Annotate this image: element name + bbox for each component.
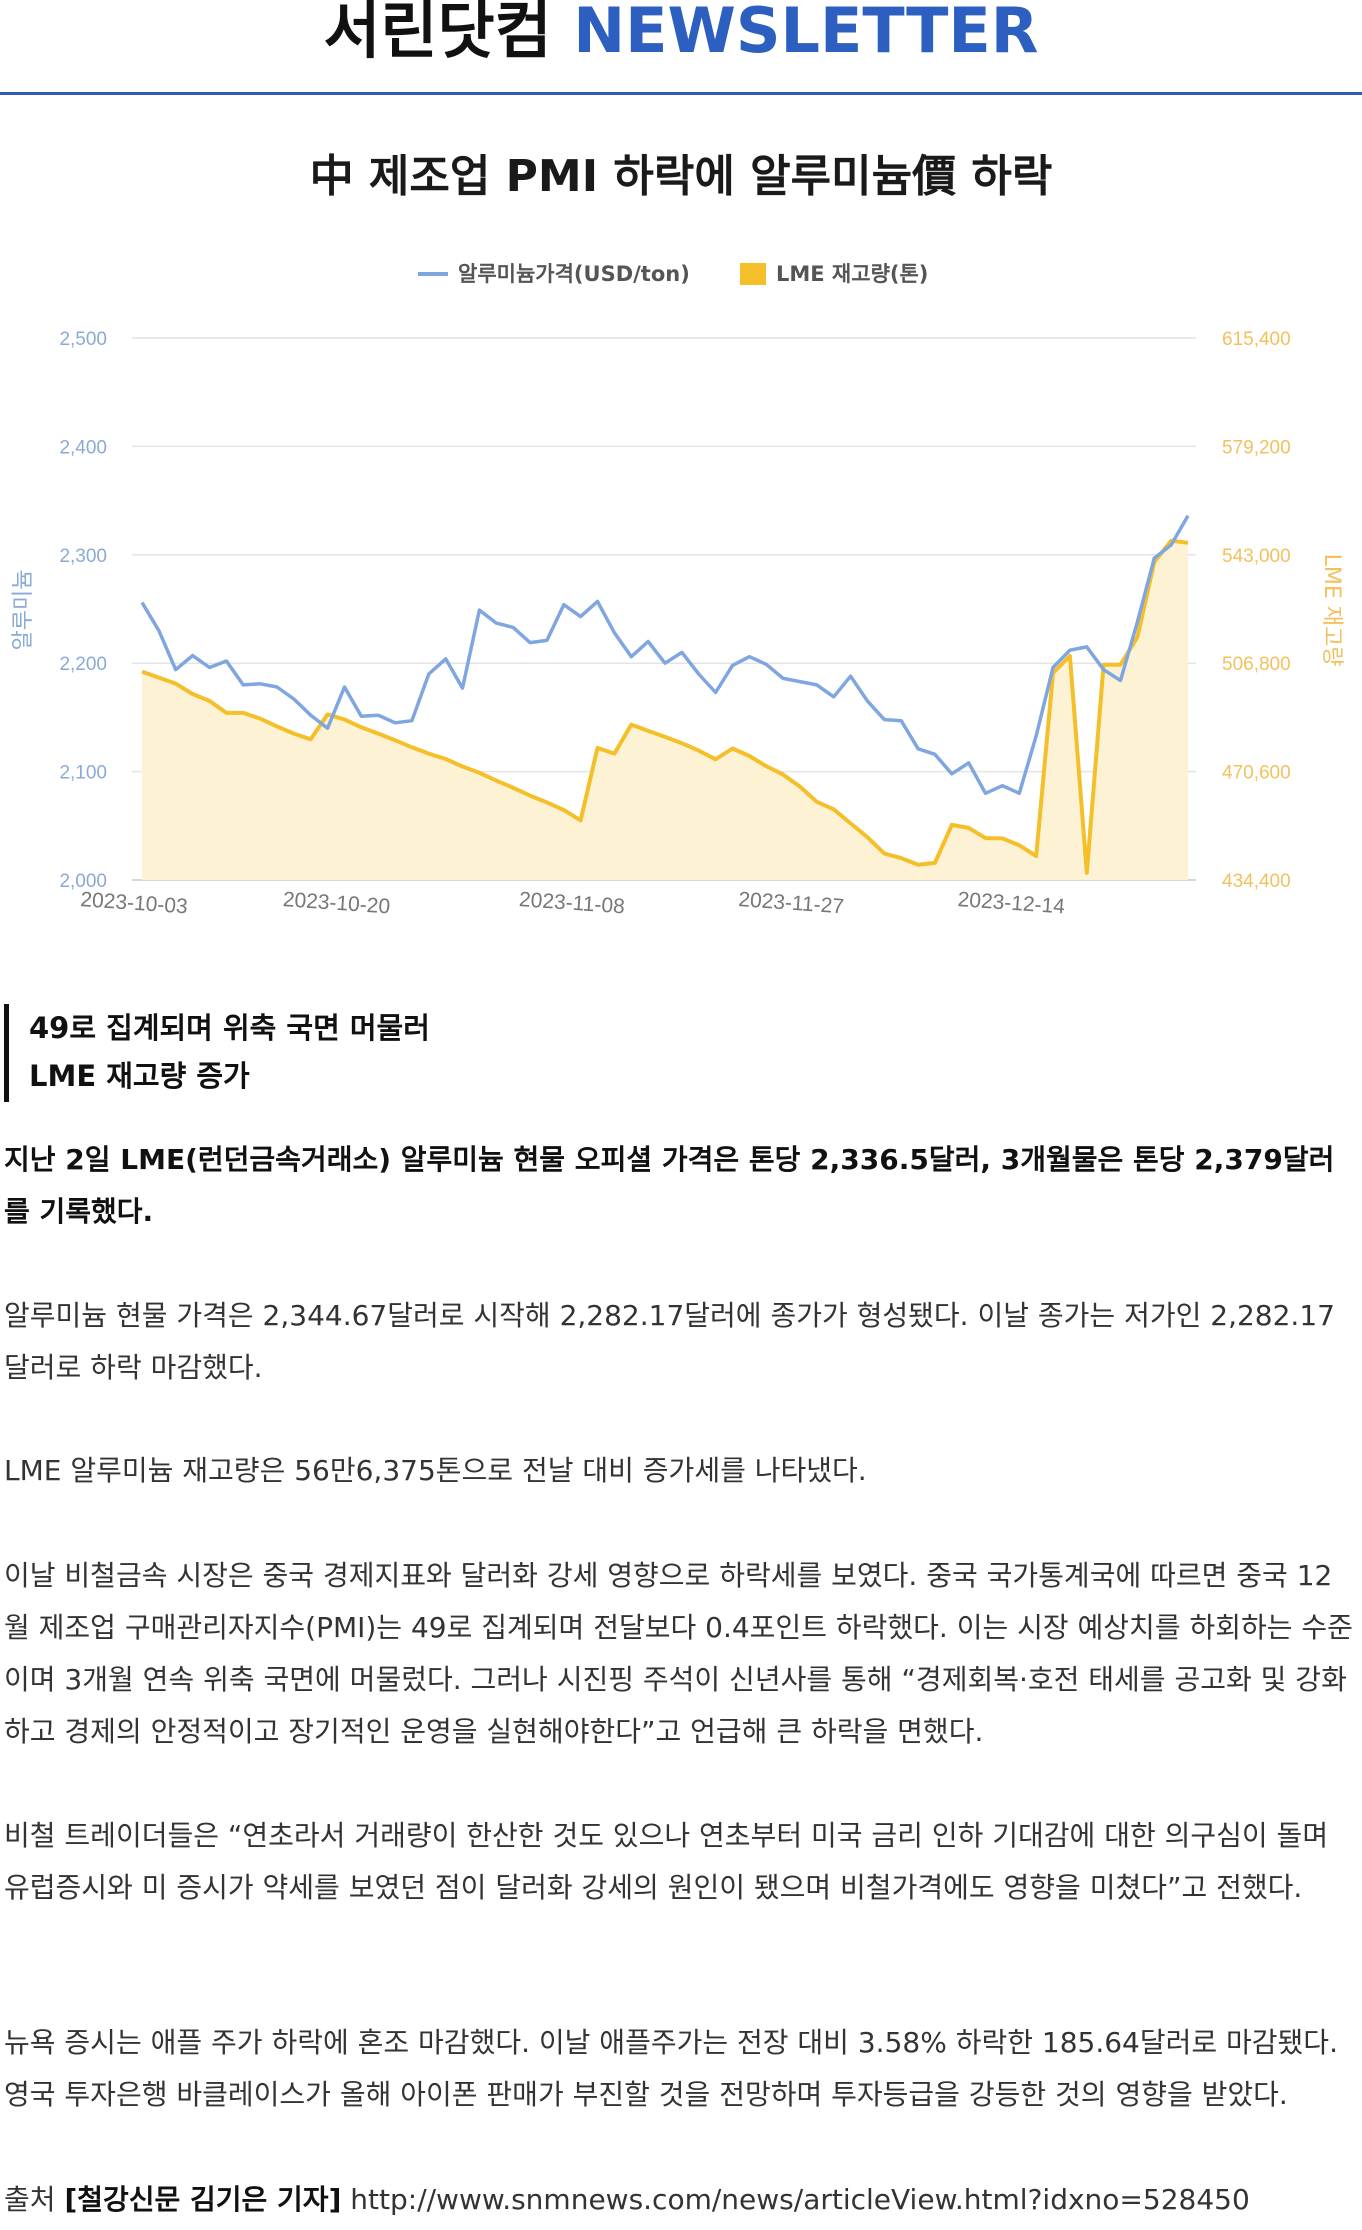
article-paragraph-2: LME 알루미늄 재고량은 56만6,375톤으로 전날 대비 증가세를 나타냈… bbox=[4, 1445, 1358, 1497]
lead-paragraph: 지난 2일 LME(런던금속거래소) 알루미늄 현물 오피셜 가격은 톤당 2,… bbox=[4, 1143, 1335, 1228]
y-tick-label-left: 2,300 bbox=[59, 546, 107, 567]
masthead-brand: 서린닷컴 bbox=[323, 0, 552, 67]
y-tick-label-right: 543,000 bbox=[1222, 546, 1291, 567]
y-tick-label-left: 2,500 bbox=[59, 329, 107, 350]
article-paragraph-5: 뉴욕 증시는 애플 주가 하락에 혼조 마감했다. 이날 애플주가는 전장 대비… bbox=[4, 2017, 1358, 2121]
paragraph-text: 이날 비철금속 시장은 중국 경제지표와 달러화 강세 영향으로 하락세를 보였… bbox=[4, 1559, 1353, 1748]
article-title: 中 제조업 PMI 하락에 알루미늄價 하락 bbox=[309, 151, 1053, 202]
newsletter-masthead: 서린닷컴 NEWSLETTER bbox=[0, 0, 1362, 95]
lme-stock-area bbox=[142, 540, 1188, 880]
legend-stock-swatch bbox=[740, 263, 766, 285]
legend-stock-label: LME 재고량(톤) bbox=[776, 262, 928, 286]
source-reporter: [철강신문 김기은 기자] bbox=[64, 2183, 342, 2216]
chart-legend: 알루미늄가격(USD/ton) LME 재고량(톤) bbox=[418, 262, 928, 286]
x-tick-label: 2023-11-27 bbox=[738, 888, 845, 918]
source-label: 출처 bbox=[4, 2183, 56, 2216]
y-tick-label-left: 2,200 bbox=[59, 654, 107, 675]
x-tick-label: 2023-12-14 bbox=[957, 888, 1066, 918]
y-tick-label-right: 470,600 bbox=[1222, 763, 1291, 784]
article-paragraph-3: 이날 비철금속 시장은 중국 경제지표와 달러화 강세 영향으로 하락세를 보였… bbox=[4, 1550, 1358, 1758]
y-tick-label-left: 2,000 bbox=[59, 871, 107, 892]
lme-stock-line bbox=[141, 538, 1189, 875]
y-tick-label-left: 2,100 bbox=[59, 763, 107, 784]
y-tick-label-right: 615,400 bbox=[1222, 329, 1291, 350]
subheadline-line-1: 49로 집계되며 위축 국면 머물러 bbox=[29, 1011, 430, 1045]
subheadline-line-2: LME 재고량 증가 bbox=[29, 1059, 250, 1093]
price-stock-chart: 2,000 2,100 2,200 2,300 2,400 2,500 434,400 470… bbox=[11, 262, 1344, 919]
paragraph-text: 알루미늄 현물 가격은 2,344.67달러로 시작해 2,282.17달러에 … bbox=[4, 1299, 1335, 1384]
article-lead: 지난 2일 LME(런던금속거래소) 알루미늄 현물 오피셜 가격은 톤당 2,… bbox=[4, 1134, 1358, 1238]
y-axis-label-left: 알루미늄 bbox=[11, 570, 36, 651]
source-line: 출처 [철강신문 김기은 기자] http://www.snmnews.com/… bbox=[4, 2174, 1358, 2226]
article-paragraph-1: 알루미늄 현물 가격은 2,344.67달러로 시작해 2,282.17달러에 … bbox=[4, 1290, 1358, 1394]
y-tick-label-right: 434,400 bbox=[1222, 871, 1291, 892]
paragraph-text: 뉴욕 증시는 애플 주가 하락에 혼조 마감했다. 이날 애플주가는 전장 대비… bbox=[4, 2026, 1338, 2111]
paragraph-text: 비철 트레이더들은 “연초라서 거래량이 한산한 것도 있으나 연초부터 미국 … bbox=[4, 1819, 1329, 1904]
article-source: 출처 [철강신문 김기은 기자] http://www.snmnews.com/… bbox=[4, 2174, 1358, 2226]
source-url-link[interactable]: http://www.snmnews.com/news/articleView.… bbox=[350, 2183, 1250, 2216]
article-paragraph-4: 비철 트레이더들은 “연초라서 거래량이 한산한 것도 있으나 연초부터 미국 … bbox=[4, 1810, 1358, 1914]
masthead-newsletter: NEWSLETTER bbox=[573, 0, 1039, 67]
y-tick-label-right: 579,200 bbox=[1222, 437, 1291, 458]
x-tick-label: 2023-10-20 bbox=[282, 888, 391, 918]
aluminium-price-line bbox=[140, 514, 1190, 796]
paragraph-text: LME 알루미늄 재고량은 56만6,375톤으로 전날 대비 증가세를 나타냈… bbox=[4, 1454, 867, 1487]
legend-price-label: 알루미늄가격(USD/ton) bbox=[458, 262, 690, 286]
masthead-title: 서린닷컴 NEWSLETTER bbox=[0, 0, 1362, 62]
y-axis-label-right: LME 재고량 bbox=[1319, 554, 1344, 667]
y-tick-label-left: 2,400 bbox=[59, 437, 107, 458]
x-tick-label: 2023-11-08 bbox=[518, 888, 625, 918]
y-tick-label-right: 506,800 bbox=[1222, 654, 1291, 675]
x-tick-label: 2023-10-03 bbox=[80, 888, 189, 918]
article-subheadline: 49로 집계되며 위축 국면 머물러 LME 재고량 증가 bbox=[4, 1004, 430, 1102]
